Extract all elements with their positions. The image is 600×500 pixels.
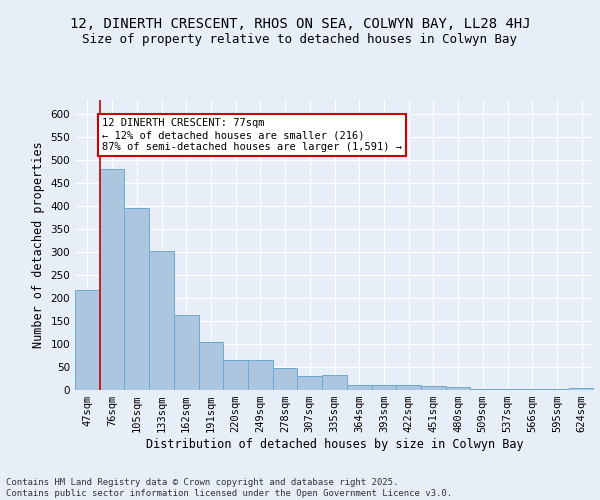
Bar (199, 342, 223, 390)
Text: Size of property relative to detached houses in Colwyn Bay: Size of property relative to detached ho… (83, 32, 517, 46)
Bar (446, 387, 470, 390)
Y-axis label: Number of detached properties: Number of detached properties (32, 142, 45, 348)
Bar (470, 388, 495, 390)
Bar (248, 360, 273, 390)
Bar (495, 388, 520, 390)
Bar (569, 388, 594, 390)
Bar (322, 376, 347, 390)
Bar (174, 315, 199, 390)
Bar (347, 386, 371, 390)
Bar (75, 290, 100, 390)
Bar (149, 251, 174, 390)
Bar (421, 386, 446, 390)
Text: Contains HM Land Registry data © Crown copyright and database right 2025.
Contai: Contains HM Land Registry data © Crown c… (6, 478, 452, 498)
Bar (273, 368, 298, 390)
Bar (124, 208, 149, 390)
Bar (545, 388, 569, 390)
Text: 12 DINERTH CRESCENT: 77sqm
← 12% of detached houses are smaller (216)
87% of sem: 12 DINERTH CRESCENT: 77sqm ← 12% of deta… (102, 118, 402, 152)
Text: 12, DINERTH CRESCENT, RHOS ON SEA, COLWYN BAY, LL28 4HJ: 12, DINERTH CRESCENT, RHOS ON SEA, COLWY… (70, 18, 530, 32)
Bar (396, 386, 421, 390)
Bar (371, 386, 396, 390)
Bar (520, 388, 545, 390)
Bar (100, 169, 124, 390)
X-axis label: Distribution of detached houses by size in Colwyn Bay: Distribution of detached houses by size … (146, 438, 523, 451)
Bar (298, 376, 322, 390)
Bar (223, 360, 248, 390)
